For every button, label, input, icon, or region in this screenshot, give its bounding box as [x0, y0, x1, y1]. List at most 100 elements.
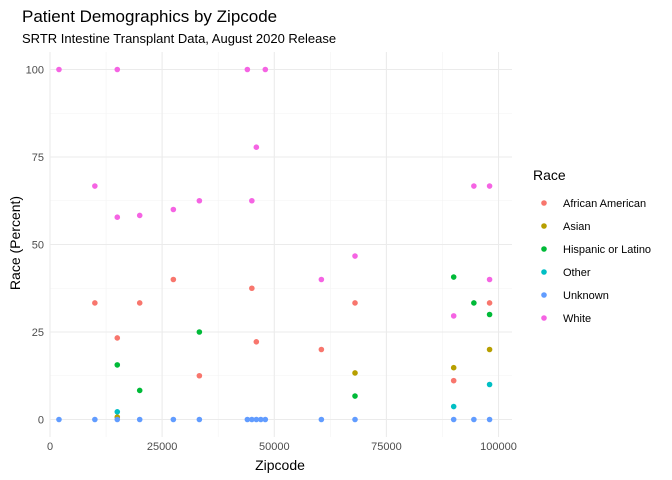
x-tick-label: 75000	[371, 441, 402, 453]
chart-subtitle: SRTR Intestine Transplant Data, August 2…	[22, 31, 336, 46]
data-point	[471, 183, 477, 189]
data-point	[318, 346, 325, 353]
x-axis-title: Zipcode	[255, 457, 305, 473]
legend-item: Asian	[541, 221, 591, 233]
legend-item: Unknown	[541, 290, 609, 302]
data-point	[262, 66, 269, 73]
data-point	[136, 212, 143, 219]
legend-key	[541, 223, 547, 229]
data-point	[450, 364, 457, 371]
legend-item: African American	[541, 198, 646, 210]
legend-label: White	[563, 313, 591, 325]
data-point	[249, 197, 255, 204]
data-point	[56, 66, 62, 73]
data-point	[249, 416, 255, 423]
data-point	[486, 183, 493, 189]
x-tick-label: 25000	[147, 441, 178, 453]
legend-label: Asian	[563, 221, 591, 233]
data-point	[114, 214, 121, 220]
data-point	[352, 253, 358, 259]
legend-title: Race	[533, 167, 566, 183]
data-point	[249, 285, 255, 292]
data-point	[196, 416, 203, 423]
data-point	[450, 313, 457, 319]
legend-item: White	[541, 313, 591, 325]
legend-key	[541, 200, 547, 206]
data-point	[196, 329, 203, 335]
series-white	[56, 66, 493, 319]
data-point	[450, 377, 457, 384]
legend-key	[541, 315, 547, 321]
data-point	[196, 372, 203, 379]
y-tick-label: 50	[32, 240, 44, 252]
data-point	[486, 346, 493, 353]
data-point	[450, 274, 457, 280]
data-points	[56, 66, 493, 423]
data-point	[114, 362, 121, 368]
y-tick-label: 0	[38, 415, 44, 427]
data-point	[471, 416, 477, 423]
data-point	[253, 144, 260, 150]
chart-title: Patient Demographics by Zipcode	[22, 7, 277, 26]
data-point	[244, 66, 251, 73]
series-unknown	[56, 416, 493, 423]
data-point	[114, 409, 121, 415]
data-point	[352, 416, 358, 423]
data-point	[136, 300, 143, 306]
axis-ticks: 0 25000 50000 75000 100000 0 25 50 75 100	[26, 65, 517, 454]
series-other	[114, 381, 493, 415]
legend: Race African American Asian Hispanic or La…	[533, 167, 651, 325]
x-tick-label: 100000	[480, 441, 517, 453]
y-tick-label: 100	[26, 65, 44, 77]
series-african-american	[92, 276, 493, 384]
y-axis-title: Race (Percent)	[7, 196, 23, 290]
legend-key	[541, 292, 547, 298]
y-tick-label: 25	[32, 327, 44, 339]
data-point	[92, 300, 98, 306]
legend-label: Unknown	[563, 290, 609, 302]
data-point	[136, 387, 143, 394]
data-point	[114, 416, 121, 423]
data-point	[170, 206, 177, 213]
data-point	[352, 393, 358, 399]
data-point	[56, 416, 62, 423]
data-point	[352, 370, 358, 376]
data-point	[471, 300, 477, 306]
series-hispanic-or-latino	[114, 274, 493, 399]
legend-item: Other	[541, 267, 591, 279]
data-point	[258, 416, 264, 423]
data-point	[486, 381, 493, 388]
data-point	[352, 300, 358, 306]
data-point	[253, 339, 260, 345]
data-point	[486, 276, 493, 283]
y-tick-label: 75	[32, 152, 44, 164]
grid	[49, 52, 512, 437]
legend-key	[541, 269, 547, 275]
x-tick-label: 0	[47, 441, 53, 453]
data-point	[170, 276, 177, 283]
legend-label: Hispanic or Latino	[563, 244, 651, 256]
data-point	[170, 416, 177, 423]
data-point	[486, 311, 493, 318]
data-point	[92, 416, 98, 423]
legend-item: Hispanic or Latino	[541, 244, 651, 256]
data-point	[92, 183, 98, 189]
data-point	[196, 197, 203, 204]
data-point	[486, 416, 493, 423]
data-point	[253, 416, 260, 423]
x-tick-label: 50000	[259, 441, 290, 453]
legend-key	[541, 246, 547, 252]
data-point	[114, 335, 121, 341]
data-point	[486, 300, 493, 306]
legend-label: African American	[563, 198, 646, 210]
data-point	[244, 416, 251, 423]
data-point	[114, 66, 121, 73]
legend-label: Other	[563, 267, 591, 279]
series-asian	[114, 346, 493, 420]
data-point	[318, 416, 325, 423]
data-point	[450, 416, 457, 423]
data-point	[262, 416, 269, 423]
data-point	[136, 416, 143, 423]
data-point	[450, 403, 457, 410]
